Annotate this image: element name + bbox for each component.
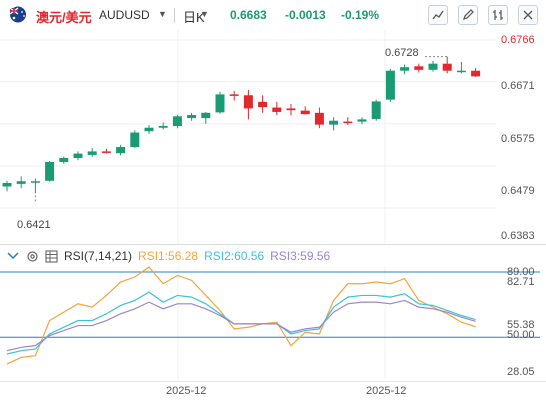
high-price-annotation: 0.6728 — [385, 47, 419, 59]
symbol-header: 澳元/美元 AUDUSD ▼ 日K ▼ 0.6683 -0.0013 -0.19… — [0, 0, 546, 30]
rsi-axis-label: 55.38 — [507, 319, 535, 331]
candle-body[interactable] — [400, 67, 410, 71]
rsi3-value: RSI3:59.56 — [270, 249, 331, 263]
rsi-axis-label: 28.05 — [507, 366, 535, 378]
candle-body[interactable] — [329, 120, 339, 125]
indicator-list-icon[interactable] — [45, 249, 58, 263]
price-axis-label: 0.6575 — [501, 133, 535, 145]
candle-body[interactable] — [357, 119, 367, 122]
candle-body[interactable] — [215, 94, 225, 113]
candle-body[interactable] — [471, 70, 481, 77]
price-change: -0.0013 — [285, 8, 326, 22]
price-candlestick-chart[interactable] — [0, 30, 546, 245]
price-axis-label: 0.6766 — [501, 34, 535, 46]
candle-body[interactable] — [258, 101, 268, 108]
symbol-name-cn[interactable]: 澳元/美元 — [36, 10, 92, 25]
draw-pencil-icon[interactable] — [458, 5, 478, 25]
settings-gear-icon[interactable] — [26, 250, 39, 263]
rsi-axis-label: 82.71 — [507, 276, 535, 288]
rsi-axis-label: 89.00 — [507, 266, 535, 278]
candle-body[interactable] — [30, 181, 40, 183]
symbol-code[interactable]: AUDUSD — [99, 8, 150, 22]
candle-body[interactable] — [243, 95, 253, 109]
price-axis-label: 0.6479 — [501, 185, 535, 197]
symbol-dropdown-icon[interactable]: ▼ — [158, 9, 167, 19]
period-dropdown-icon[interactable]: ▼ — [200, 9, 209, 19]
candle-body[interactable] — [272, 107, 282, 112]
divider — [174, 8, 175, 23]
rsi1-line — [6, 266, 476, 365]
candle-body[interactable] — [385, 70, 395, 100]
price-axis-label: 0.6383 — [501, 230, 535, 242]
x-axis-label: 2025-12 — [366, 385, 407, 397]
candle-body[interactable] — [59, 157, 69, 162]
chart-toolbar — [428, 5, 538, 27]
line-chart-icon[interactable] — [428, 5, 448, 25]
rsi-chart[interactable] — [0, 266, 546, 379]
bar-chart-icon[interactable] — [488, 5, 508, 25]
price-axis-label: 0.6671 — [501, 80, 535, 92]
x-axis-line — [0, 381, 546, 382]
candle-body[interactable] — [16, 181, 26, 184]
rsi-label[interactable]: RSI(7,14,21) — [64, 249, 133, 263]
candle-body[interactable] — [130, 132, 140, 148]
price-change-percent: -0.19% — [341, 8, 380, 22]
australia-flag-icon — [9, 6, 26, 23]
candle-body[interactable] — [45, 161, 55, 181]
low-price-annotation: 0.6421 — [17, 219, 51, 231]
x-axis-label: 2025-12 — [166, 385, 207, 397]
rsi1-value: RSI1:56.28 — [138, 249, 199, 263]
collapse-arrow-icon[interactable] — [6, 251, 20, 261]
candle-body[interactable] — [428, 63, 438, 70]
close-icon[interactable] — [518, 5, 538, 25]
candle-body[interactable] — [414, 66, 424, 70]
last-price: 0.6683 — [230, 8, 267, 22]
period-selector[interactable]: 日K — [183, 10, 205, 25]
rsi-axis-label: 50.00 — [507, 329, 535, 341]
candle-body[interactable] — [229, 94, 239, 96]
candle-body[interactable] — [187, 115, 197, 119]
candle-body[interactable] — [442, 63, 452, 71]
candle-body[interactable] — [371, 101, 381, 119]
candle-body[interactable] — [2, 182, 12, 187]
candle-body[interactable] — [101, 151, 111, 153]
candle-body[interactable] — [456, 70, 466, 73]
rsi3-line — [6, 299, 476, 352]
rsi2-value: RSI2:60.56 — [204, 249, 265, 263]
candle-body[interactable] — [73, 153, 83, 158]
rsi-legend: RSI(7,14,21) RSI1:56.28 RSI2:60.56 RSI3:… — [6, 246, 330, 266]
panel-divider — [0, 244, 546, 245]
candle-body[interactable] — [314, 112, 324, 125]
candle-body[interactable] — [144, 127, 154, 132]
candle-body[interactable] — [116, 147, 126, 154]
candle-body[interactable] — [343, 121, 353, 124]
candle-body[interactable] — [300, 110, 310, 115]
candle-body[interactable] — [286, 108, 296, 111]
candle-body[interactable] — [201, 112, 211, 119]
candle-body[interactable] — [172, 116, 182, 126]
candle-body[interactable] — [87, 151, 97, 155]
candle-body[interactable] — [158, 125, 168, 128]
